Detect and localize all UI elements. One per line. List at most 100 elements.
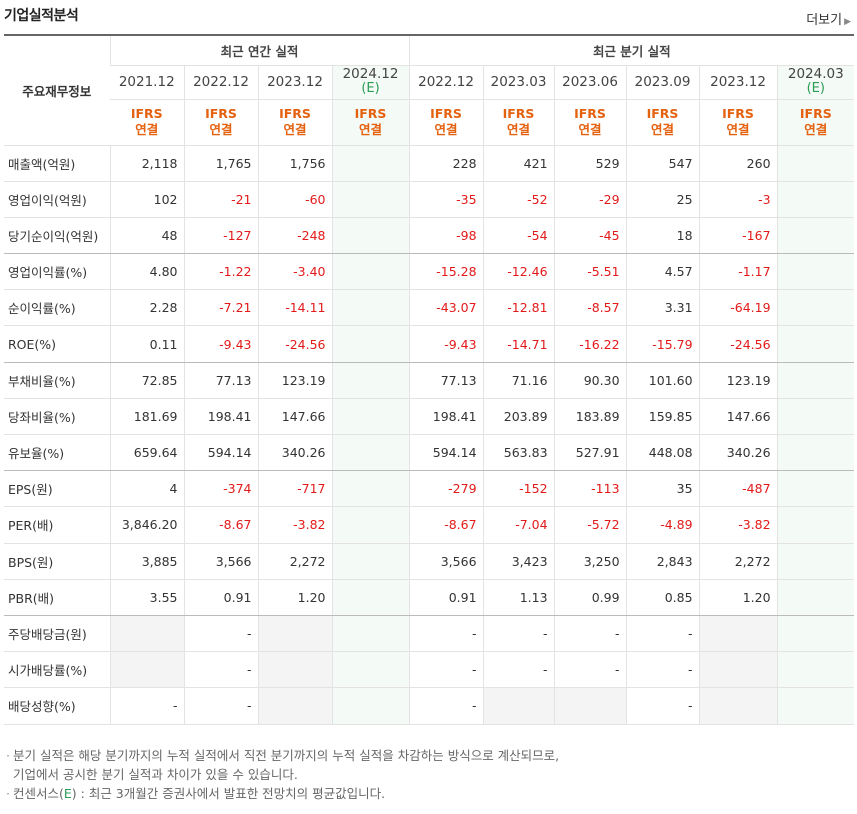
table-cell: 448.08 — [625, 434, 700, 472]
table-cell: 0.91 — [408, 579, 484, 616]
ifrs-label: IFRS — [279, 105, 311, 121]
table-cell: 260 — [698, 145, 778, 182]
table-cell: - — [183, 615, 258, 653]
table-cell: 2,118 — [109, 145, 184, 182]
table-cell: -113 — [553, 470, 627, 508]
table-cell: 71.16 — [482, 362, 555, 399]
table-cell: -1.22 — [183, 253, 258, 291]
table-cell: - — [408, 687, 484, 725]
table-cell: - — [625, 615, 700, 653]
table-cell: 1.20 — [257, 579, 332, 616]
table-cell: -8.57 — [553, 289, 627, 327]
table-cell: 101.60 — [625, 362, 700, 399]
financial-table: 주요재무정보 최근 연간 실적 최근 분기 실적 2021.12 2022.12 2… — [4, 34, 855, 725]
table-cell — [776, 253, 855, 291]
ifrs-sub-label: 연결 — [283, 122, 307, 137]
ifrs-label: IFRS — [646, 105, 679, 121]
ifrs-header: IFRS 연결 — [408, 99, 484, 146]
table-cell: 0.85 — [625, 579, 700, 616]
table-cell: - — [408, 651, 484, 689]
table-cell: 2.28 — [109, 289, 184, 327]
more-link[interactable]: 더보기 ▶ — [806, 9, 851, 28]
table-cell: -29 — [553, 181, 627, 218]
table-row: 영업이익(억원) 102 -21 -60 -35 -52 -29 25 -3 — [4, 181, 855, 218]
table-cell: -8.67 — [408, 506, 484, 544]
period-label: 2023.12 — [267, 73, 323, 90]
table-cell: -45 — [553, 217, 627, 255]
table-cell — [109, 615, 184, 653]
table-cell: -24.56 — [257, 325, 332, 363]
row-label: PBR(배) — [4, 579, 110, 616]
estimate-mark: (E) — [361, 81, 380, 97]
table-cell: 4.80 — [109, 253, 184, 291]
table-cell: -15.28 — [408, 253, 484, 291]
footnote-1-cont: 기업에서 공시한 분기 실적과 차이가 있을 수 있습니다. — [13, 767, 298, 782]
estimate-mark: (E) — [806, 81, 825, 97]
table-cell: -5.51 — [553, 253, 627, 291]
ifrs-sub-label: 연결 — [651, 122, 675, 137]
period-header: 2022.12 — [408, 65, 484, 100]
table-cell: -12.81 — [482, 289, 555, 327]
period-header: 2023.12 — [698, 65, 778, 100]
footnote-line-1: 분기 실적은 해당 분기까지의 누적 실적에서 직전 분기까지의 누적 실적을 … — [12, 748, 560, 763]
period-header: 2021.12 — [110, 65, 184, 100]
table-cell: -8.67 — [183, 506, 258, 544]
table-cell: 2,272 — [698, 543, 778, 580]
table-cell: -127 — [183, 217, 258, 255]
row-label: BPS(원) — [4, 543, 110, 580]
footnote-line-3-suffix: ) : 최근 3개월간 증권사에서 발표한 전망치의 평균값입니다. — [71, 786, 386, 801]
footnotes: · 분기 실적은 해당 분기까지의 누적 실적에서 직전 분기까지의 누적 실적을… — [6, 746, 559, 803]
table-cell — [331, 145, 410, 182]
table-cell — [331, 289, 410, 327]
row-label: 매출액(억원) — [4, 145, 110, 182]
table-cell: 3,250 — [553, 543, 627, 580]
ifrs-header: IFRS 연결 — [183, 99, 258, 146]
table-cell: 90.30 — [553, 362, 627, 399]
table-cell — [553, 687, 627, 725]
table-cell — [331, 651, 410, 689]
table-cell: 2,272 — [257, 543, 332, 580]
ifrs-header: IFRS 연결 — [776, 99, 855, 146]
ifrs-sub-label: 연결 — [578, 122, 602, 137]
table-cell — [257, 687, 332, 725]
ifrs-sub-label: 연결 — [209, 122, 233, 137]
table-cell: -64.19 — [698, 289, 778, 327]
period-row: 2021.12 2022.12 2023.12 2024.12 (E) 2022.12 20… — [4, 65, 855, 100]
table-cell: - — [183, 687, 258, 725]
table-cell: -279 — [408, 470, 484, 508]
table-cell: - — [625, 651, 700, 689]
table-cell — [776, 398, 855, 436]
table-row: PBR(배) 3.55 0.91 1.20 0.91 1.13 0.99 0.85 1.20 — [4, 579, 855, 616]
annual-group-header: 최근 연간 실적 — [109, 34, 410, 66]
ifrs-label: IFRS — [502, 105, 535, 121]
period-label: 2023.06 — [562, 73, 618, 90]
corner-label: 주요재무정보 — [4, 34, 110, 146]
table-cell: - — [625, 687, 700, 725]
table-cell: -43.07 — [408, 289, 484, 327]
table-cell: -248 — [257, 217, 332, 255]
table-cell: 102 — [109, 181, 184, 218]
table-row: 배당성향(%) - - - - — [4, 687, 855, 725]
table-cell: -54 — [482, 217, 555, 255]
table-cell — [331, 398, 410, 436]
period-header: 2023.09 — [625, 65, 700, 100]
row-label: 주당배당금(원) — [4, 615, 110, 653]
table-cell — [331, 543, 410, 580]
period-label: 2024.12 — [342, 66, 399, 83]
row-label: 시가배당률(%) — [4, 651, 110, 689]
table-cell — [776, 217, 855, 255]
table-cell: 48 — [109, 217, 184, 255]
table-cell: 228 — [408, 145, 484, 182]
table-cell — [776, 145, 855, 182]
footnote-line-3-prefix: 컨센서스( — [12, 786, 64, 801]
table-cell — [698, 651, 778, 689]
table-cell — [776, 181, 855, 218]
ifrs-header: IFRS 연결 — [110, 99, 184, 146]
ifrs-label: IFRS — [430, 105, 462, 121]
period-header: 2024.03 (E) — [776, 65, 855, 100]
table-cell: -16.22 — [553, 325, 627, 363]
table-cell: 563.83 — [482, 434, 555, 472]
table-cell — [698, 615, 778, 653]
table-body: 매출액(억원) 2,118 1,765 1,756 228 421 529 547 260 영업이… — [4, 145, 855, 725]
row-label: 부채비율(%) — [4, 362, 110, 399]
